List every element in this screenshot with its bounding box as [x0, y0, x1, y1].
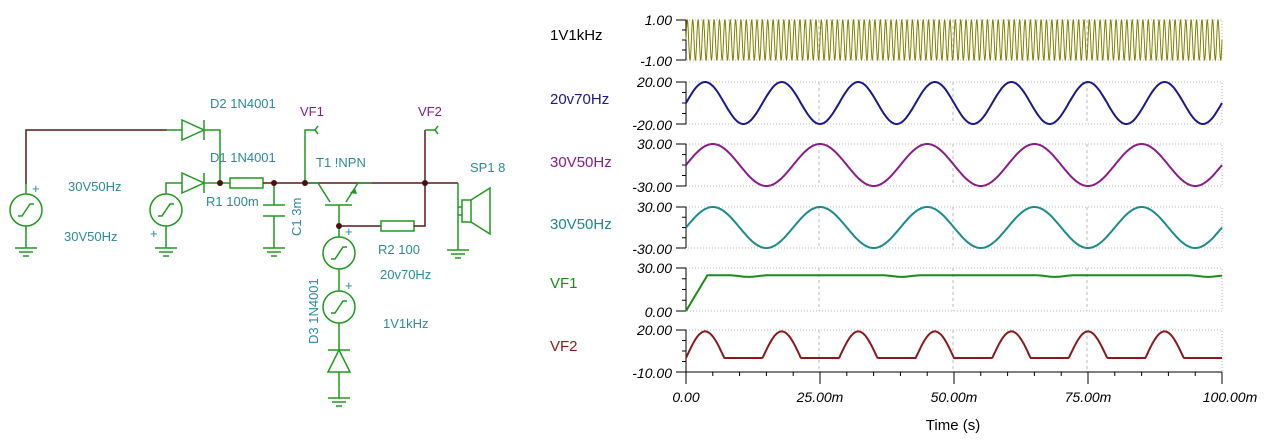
label-vf1: VF1	[300, 104, 324, 119]
label-d2: D2 1N4001	[210, 96, 276, 111]
y-min-label: -1.00	[640, 53, 672, 69]
y-min-label: -30.00	[632, 241, 672, 257]
y-min-label: 0.00	[645, 304, 672, 320]
waveform-trace	[685, 143, 1223, 187]
label-source-2: 30V50Hz	[64, 229, 117, 244]
waveform-trace	[685, 206, 1223, 249]
waveform-trace	[685, 274, 1223, 312]
wire	[414, 130, 426, 227]
label-vf2: VF2	[418, 104, 442, 119]
x-tick-label: 50.00m	[931, 389, 978, 405]
resistor-r1[interactable]	[229, 177, 264, 189]
trace-name: 20v70Hz	[550, 91, 609, 108]
probe-vf2[interactable]	[425, 125, 439, 135]
voltage-source-3[interactable]	[322, 226, 356, 291]
plot-frame	[685, 206, 1223, 249]
trace-name: VF2	[550, 338, 578, 355]
schematic: D2 1N4001 D1 1N4001 VF1 VF2 T1 !NPN SP1 …	[9, 96, 505, 407]
transistor-t1[interactable]	[305, 182, 372, 226]
y-max-label: 30.00	[637, 199, 672, 215]
y-min-label: -10.00	[632, 365, 672, 381]
waveform-trace	[685, 330, 1222, 359]
x-tick-label: 100.00m	[1203, 389, 1258, 405]
x-tick-label: 75.00m	[1065, 389, 1112, 405]
trace-name: 30V50Hz	[550, 216, 612, 233]
y-min-label: -20.00	[632, 117, 672, 133]
plot-frame	[685, 267, 1223, 312]
plus-sign: +	[345, 224, 353, 239]
x-axis-label: Time (s)	[926, 417, 980, 434]
plus-sign: +	[150, 226, 158, 241]
speaker-sp1[interactable]	[447, 183, 491, 259]
label-source-4: 1V1kHz	[383, 316, 429, 331]
voltage-source-2[interactable]	[149, 182, 183, 257]
y-max-label: 20.00	[636, 74, 672, 90]
junction-dots	[217, 180, 428, 229]
y-max-label: 30.00	[637, 260, 672, 276]
label-r2: R2 100	[378, 242, 420, 257]
waveform-trace	[685, 18, 1223, 62]
diode-d2[interactable]	[167, 118, 221, 183]
label-r1: R1 100m	[206, 194, 259, 209]
probe-vf1[interactable]	[304, 125, 319, 183]
label-d3: D3 1N4001	[306, 278, 321, 344]
waveform-plots: 1V1kHz 1.00 -1.00 20v70Hz 20.00 -20.00 30V50Hz…	[550, 12, 1258, 405]
label-sp1: SP1 8	[470, 160, 505, 175]
plus-sign: +	[345, 278, 353, 293]
label-d1: D1 1N4001	[210, 150, 276, 165]
label-c1: C1 3m	[289, 198, 304, 236]
label-t1: T1 !NPN	[316, 155, 366, 170]
wire	[25, 129, 167, 184]
diode-d3[interactable]	[326, 348, 352, 407]
voltage-source-1[interactable]	[9, 184, 43, 257]
y-min-label: -30.00	[632, 179, 672, 195]
label-source-1: 30V50Hz	[68, 179, 121, 194]
trace-name: VF1	[550, 275, 578, 292]
plus-sign: +	[32, 181, 40, 196]
trace-name: 30V50Hz	[550, 154, 612, 171]
y-max-label: 30.00	[637, 136, 672, 152]
x-tick-label: 0.00	[672, 389, 699, 405]
capacitor-c1[interactable]	[263, 183, 285, 257]
x-tick-label: 25.00m	[796, 389, 844, 405]
label-source-3: 20v70Hz	[380, 267, 431, 282]
trace-name: 1V1kHz	[550, 27, 603, 44]
voltage-source-4[interactable]	[322, 290, 356, 350]
y-max-label: 1.00	[645, 12, 672, 28]
y-max-label: 20.00	[636, 322, 672, 338]
resistor-r2[interactable]	[380, 220, 415, 232]
waveform-trace	[685, 80, 1223, 126]
